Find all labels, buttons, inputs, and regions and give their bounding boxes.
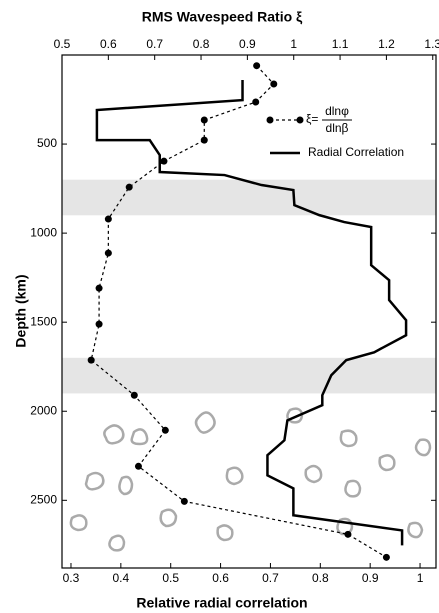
point (383, 554, 390, 561)
point (126, 184, 133, 191)
point (131, 392, 138, 399)
legend-marker (267, 117, 274, 124)
blob (380, 455, 395, 470)
blob (341, 431, 356, 446)
point (201, 117, 208, 124)
x-tick-label: 0.9 (362, 571, 379, 585)
legend-label: Radial Correlation (308, 145, 404, 159)
plot-frame (62, 55, 436, 568)
blob (416, 440, 430, 455)
x2-tick-label: 1.2 (378, 37, 395, 51)
point (181, 498, 188, 505)
bottom-axis-label: Relative radial correlation (136, 595, 307, 611)
x2-tick-label: 1.1 (332, 37, 349, 51)
x-tick-label: 0.5 (162, 571, 179, 585)
point (96, 321, 103, 328)
y-tick-label: 1000 (30, 225, 57, 239)
point (135, 463, 142, 470)
point (270, 81, 277, 88)
top-axis-label: RMS Wavespeed Ratio ξ (142, 9, 303, 25)
x-tick-label: 0.4 (112, 571, 129, 585)
x-tick-label: 1 (417, 571, 424, 585)
blob (227, 468, 242, 484)
point (105, 216, 112, 223)
blob (104, 425, 123, 443)
y-tick-label: 500 (37, 136, 57, 150)
blob (119, 477, 132, 494)
blob (71, 515, 86, 530)
x2-tick-label: 0.9 (239, 37, 256, 51)
x-tick-label: 0.7 (262, 571, 279, 585)
blob (109, 536, 124, 551)
x2-tick-label: 0.8 (193, 37, 210, 51)
x-tick-label: 0.6 (212, 571, 229, 585)
x2-tick-label: 1 (290, 37, 297, 51)
blob (161, 510, 176, 526)
point (252, 99, 259, 106)
y-tick-label: 1500 (30, 314, 57, 328)
blob (218, 525, 233, 540)
legend-numerator: dlnφ (325, 104, 349, 118)
point (105, 250, 112, 257)
chart: RMS Wavespeed Ratio ξ Relative radial co… (0, 0, 439, 613)
point (88, 357, 95, 364)
blob (408, 523, 422, 537)
x-tick-label: 0.3 (63, 571, 80, 585)
blob (306, 466, 321, 482)
blob (196, 412, 215, 432)
point (344, 531, 351, 538)
blobs (71, 409, 430, 551)
point (160, 158, 167, 165)
x2-tick-label: 1.3 (424, 37, 439, 51)
x2-tick-label: 0.6 (100, 37, 117, 51)
x2-tick-label: 0.5 (54, 37, 71, 51)
blob (132, 429, 147, 444)
y-tick-label: 2500 (30, 492, 57, 506)
legend-denominator: dlnβ (326, 121, 349, 135)
point (201, 137, 208, 144)
point (162, 427, 169, 434)
x-tick-label: 0.8 (312, 571, 329, 585)
bands (62, 180, 436, 394)
blob (86, 473, 103, 489)
blob (345, 481, 360, 496)
point (96, 285, 103, 292)
legend-label: ξ= (306, 112, 318, 126)
legend-marker (297, 117, 304, 124)
point (253, 62, 260, 69)
y-axis-label: Depth (km) (13, 274, 29, 347)
shaded-band (62, 180, 436, 216)
shaded-band (62, 358, 436, 394)
y-tick-label: 2000 (30, 403, 57, 417)
x2-tick-label: 0.7 (146, 37, 163, 51)
